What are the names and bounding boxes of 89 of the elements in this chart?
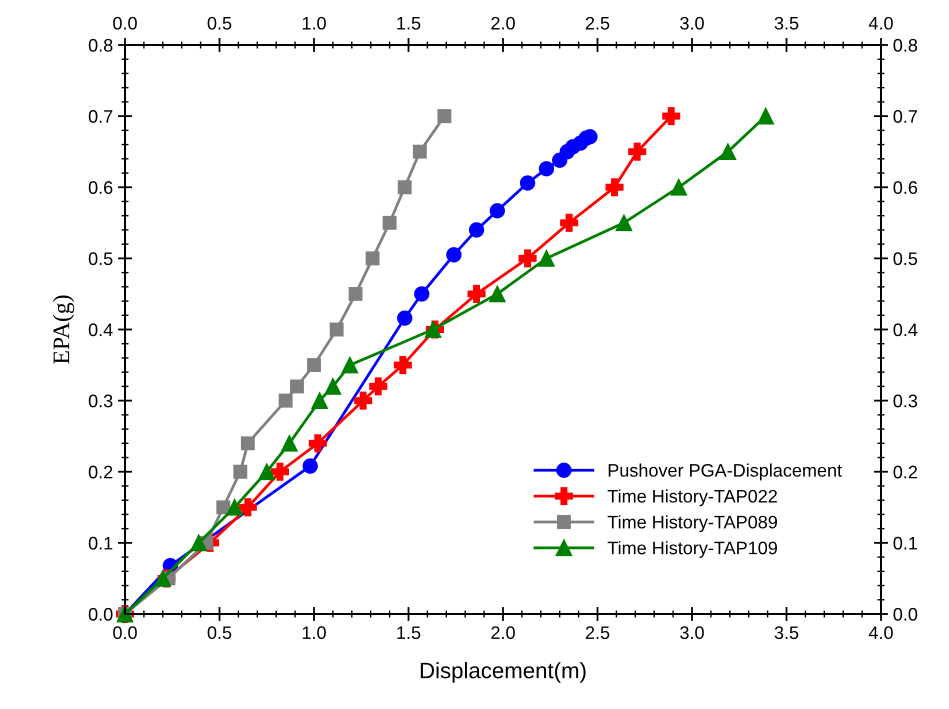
x2-tick-label: 4.0 [868,16,893,30]
x2-tick-label: 1.0 [302,16,326,30]
point [538,161,554,176]
point [397,310,412,326]
x2-tick-label: 0.5 [208,16,232,30]
x-tick-label: 2.5 [586,626,610,640]
point [382,216,397,230]
point [308,434,327,452]
point [240,436,255,450]
legend-label: Time History-TAP089 [608,515,777,532]
y2-tick-label: 0.7 [894,110,917,123]
x-tick-label: 0.0 [113,626,137,640]
x2-tick-label: 2.5 [586,16,610,30]
point [446,247,462,262]
point [369,377,388,396]
x2-tick-label: 1.5 [397,17,420,30]
point [520,175,536,191]
x2-tick-label: 2.0 [491,16,515,30]
y-tick-label: 0.4 [88,323,113,336]
y-tick-label: 0.6 [88,181,112,194]
x-tick-label: 3.0 [680,626,704,640]
point [398,180,412,194]
y-tick-label: 0.3 [88,394,112,408]
y-tick-label: 0.7 [88,110,112,123]
legend-label: Time History-TAP109 [608,541,777,558]
point [662,107,680,126]
point [468,222,484,238]
y-tick-label: 0.1 [88,536,112,550]
x-tick-label: 1.5 [397,626,420,640]
y2-tick-label: 0.0 [894,608,918,621]
point [366,251,380,266]
y-tick-label: 0.2 [88,466,112,478]
point [290,379,304,394]
y-tick-label: 0.0 [88,608,112,621]
y2-tick-label: 0.1 [894,536,918,550]
point [330,322,344,336]
point [670,178,688,196]
point [233,464,248,479]
point [560,214,578,232]
x-tick-label: 4.0 [868,626,893,640]
point [311,392,328,409]
point [488,286,506,302]
point [538,250,555,267]
y2-tick-label: 0.2 [894,466,917,478]
y-tick-label: 0.5 [88,252,112,266]
point [226,498,243,516]
point [190,534,208,552]
x-tick-label: 2.0 [491,626,515,640]
point [348,286,363,301]
point [258,463,276,480]
point [616,214,632,232]
point [281,434,298,452]
x2-tick-label: 3.0 [680,16,704,30]
y2-tick-label: 0.8 [894,38,918,52]
y2-tick-label: 0.3 [894,394,918,408]
y2-tick-label: 0.5 [894,252,918,266]
point [278,394,293,408]
x2-tick-label: 0.0 [113,16,137,30]
point [414,286,430,302]
y-axis-title: EPA(g) [52,296,74,364]
point [490,203,505,218]
point [437,109,452,124]
point [720,143,736,160]
point [518,249,537,268]
x-axis-title: Displacement(m) [420,662,586,683]
point [302,458,318,474]
x-tick-label: 3.5 [774,626,798,640]
point [154,570,172,587]
point [216,500,230,514]
point [354,392,372,410]
x-tick-label: 0.5 [208,626,232,640]
legend-label: Pushover PGA-Displacement [608,464,842,480]
point [605,178,624,196]
point [394,356,412,374]
point [307,358,321,372]
x-tick-label: 1.0 [302,626,326,640]
point [412,144,427,159]
legend-label: Time History-TAP022 [608,489,777,506]
point [757,108,774,124]
point [270,462,290,481]
point [468,284,486,303]
y-tick-label: 0.8 [88,38,112,52]
point [324,378,342,395]
y2-tick-label: 0.4 [894,323,918,336]
x2-tick-label: 3.5 [774,16,798,30]
point [238,498,257,516]
point [342,356,358,374]
point [628,142,646,161]
y2-tick-label: 0.6 [894,181,918,194]
